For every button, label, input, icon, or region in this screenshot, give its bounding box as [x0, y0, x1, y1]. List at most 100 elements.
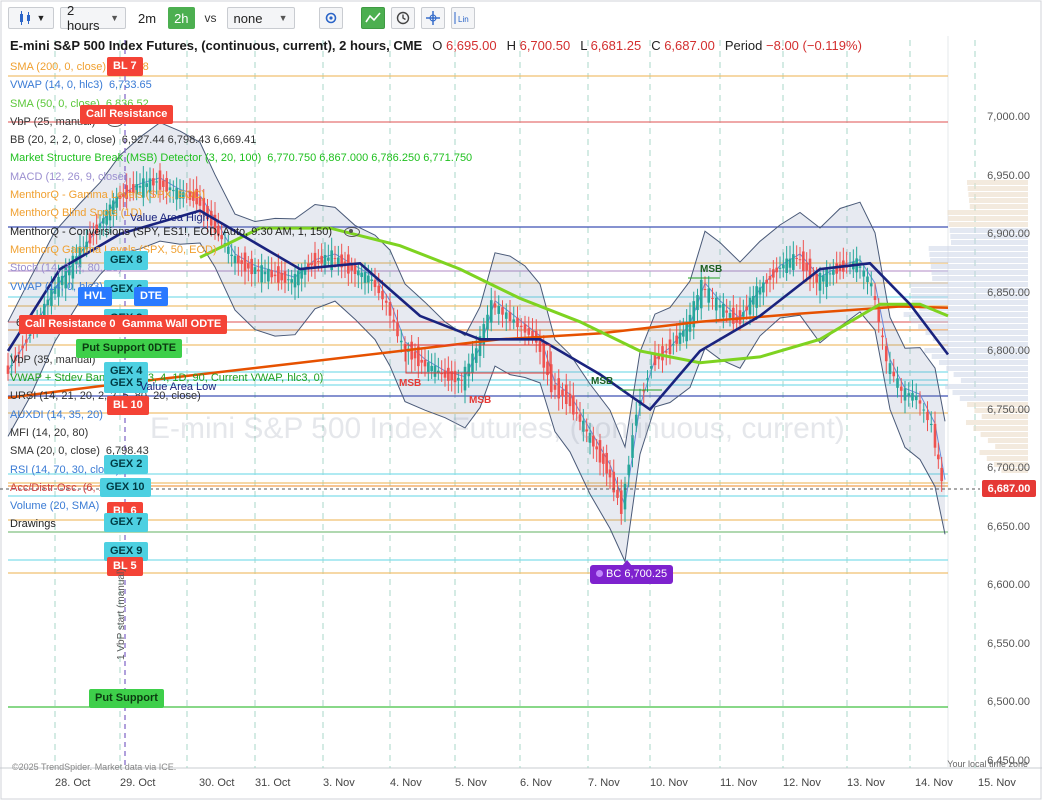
candle-body: [185, 195, 188, 197]
indicator-row[interactable]: MenthorQ - Gamma Levels (SPX, EOD): [10, 186, 870, 204]
volume-profile-bar: [929, 252, 1028, 257]
candle-body: [869, 283, 873, 287]
gex-5-tag[interactable]: GEX 5: [104, 374, 149, 393]
candle-body: [631, 435, 634, 458]
clock-button[interactable]: [390, 7, 415, 29]
candle-body: [303, 267, 307, 275]
candle-body: [293, 273, 297, 288]
gex-7-tag[interactable]: GEX 7: [104, 513, 149, 532]
timeframe-2m[interactable]: 2m: [138, 10, 157, 26]
log-scale-button[interactable]: Lin: [450, 7, 475, 29]
indicator-row[interactable]: VWAP (14, 0, hlc3) 6,733.65: [10, 76, 870, 94]
candle-body: [357, 270, 360, 276]
gex-9-tag[interactable]: GEX 9: [104, 542, 149, 561]
candle-body: [775, 267, 778, 273]
indicator-row[interactable]: MFI (14, 20, 80): [10, 424, 870, 442]
volume-profile-bar: [919, 306, 1028, 311]
candle-body: [612, 471, 616, 493]
price-tick-label: 6,550.00: [987, 637, 1030, 650]
candle-body: [92, 234, 95, 236]
indicator-row[interactable]: Volume (20, SMA): [10, 497, 870, 515]
timeframe-2h[interactable]: 2h: [168, 7, 195, 29]
indicator-row[interactable]: MenthorQ Blind Spots (1D): [10, 204, 870, 222]
candle-body: [675, 335, 678, 344]
candle-body: [765, 279, 768, 284]
indicator-row[interactable]: AUXDI (14, 35, 20): [10, 406, 870, 424]
price-tick-label: 6,450.00: [987, 754, 1030, 767]
date-tick-label: 6. Nov: [520, 777, 552, 789]
crosshair-button[interactable]: [420, 7, 445, 29]
put-support-odte-tag[interactable]: Put Support 0DTE: [76, 339, 183, 358]
indicator-row[interactable]: RSI (14, 70, 30, close): [10, 461, 870, 479]
indicator-name: AUXDI (14, 35, 20): [10, 408, 103, 421]
candle-body: [678, 332, 682, 344]
volume-profile-bar: [931, 270, 1028, 275]
indicator-row[interactable]: MenthorQ Gamma Levels (SPX, 50, EOD): [10, 241, 870, 259]
candle-body: [128, 190, 132, 193]
gex-2-tag[interactable]: GEX 2: [104, 455, 149, 474]
candle-body: [447, 367, 450, 381]
indicator-row[interactable]: VWAP + Stdev Bands (1, 2, 3, 4, 1D, 90, …: [10, 369, 870, 387]
candle-body: [877, 309, 881, 323]
eye-icon[interactable]: [344, 226, 361, 237]
indicator-row[interactable]: Stoch (14, 3, 3, 80, 20): [10, 259, 870, 277]
indicator-name: VWAP (14, 0, hlc3): [10, 79, 103, 92]
candle-body: [653, 353, 657, 366]
indicator-row[interactable]: Acc/Distr Osc. (6, 10): [10, 479, 870, 497]
ohlc-low: L 6,681.25: [580, 38, 642, 53]
chart-type-button[interactable]: ▼: [8, 7, 54, 29]
candle-body: [57, 276, 60, 297]
candle-body: [10, 364, 13, 366]
gex-10-tag[interactable]: GEX 10: [100, 478, 151, 497]
settings-button[interactable]: [318, 7, 343, 29]
candle-body: [300, 269, 303, 279]
candle-body: [297, 270, 300, 286]
bc-price-tag[interactable]: BC 6,700.25: [590, 565, 674, 584]
candle-body: [542, 342, 546, 368]
bl-10-tag[interactable]: BL 10: [107, 396, 149, 415]
candle-body: [531, 330, 534, 338]
volume-profile-bar: [951, 240, 1028, 245]
candle-body: [377, 285, 381, 294]
interval-select[interactable]: 2 hours ▼: [60, 3, 126, 33]
candle-body: [46, 299, 50, 306]
dte-tag[interactable]: DTE: [134, 287, 168, 306]
indicator-row[interactable]: Market Structure Break (MSB) Detector (3…: [10, 149, 870, 167]
candle-body: [929, 423, 933, 426]
call-resistance-odte-tag[interactable]: Call Resistance 0: [19, 315, 122, 334]
indicator-name: URSI (14, 21, 20, 2, 2, 5, 80, 20, close…: [10, 390, 201, 403]
indicator-row[interactable]: MenthorQ - Conversions (SPY, ES1!, EOD, …: [10, 223, 870, 241]
candle-body: [17, 352, 21, 354]
candle-body: [463, 366, 467, 391]
svg-text:Lin: Lin: [458, 15, 469, 24]
gex-8-tag[interactable]: GEX 8: [104, 251, 149, 270]
indicator-row[interactable]: MACD (12, 26, 9, close): [10, 168, 870, 186]
candle-body: [623, 483, 627, 510]
candle-body: [182, 192, 185, 199]
timezone-label[interactable]: Your local time zone: [947, 759, 1028, 769]
indicator-row[interactable]: VbP (35, manual): [10, 351, 870, 369]
indicator-row[interactable]: BB (20, 2, 2, 0, close) 6,927.44 6,798.43…: [10, 131, 870, 149]
put-support-tag[interactable]: Put Support: [89, 689, 164, 708]
candle-body: [237, 255, 240, 264]
candle-body: [195, 188, 198, 205]
bl-5-tag[interactable]: BL 5: [107, 557, 143, 576]
candle-body: [122, 194, 125, 197]
candle-body: [168, 187, 172, 191]
bl-7-tag[interactable]: BL 7: [107, 57, 143, 76]
candle-body: [818, 272, 822, 291]
indicator-name: MenthorQ Gamma Levels (SPX, 50, EOD): [10, 243, 217, 256]
call-resistance-tag[interactable]: Call Resistance: [80, 105, 174, 124]
candle-body: [350, 264, 353, 271]
indicator-row[interactable]: SMA (20, 0, close) 6,798.43: [10, 442, 870, 460]
compare-select[interactable]: none ▼: [226, 7, 295, 29]
candle-body: [323, 254, 327, 268]
auto-trend-button[interactable]: [360, 7, 385, 29]
hvl-tag[interactable]: HVL: [78, 287, 112, 306]
gamma-wall-odte-tag[interactable]: Gamma Wall ODTE: [116, 315, 228, 334]
indicator-row[interactable]: Drawings: [10, 515, 870, 533]
indicator-row[interactable]: URSI (14, 21, 20, 2, 2, 5, 80, 20, close…: [10, 387, 870, 405]
candle-body: [918, 400, 922, 404]
candle-body: [290, 279, 293, 283]
